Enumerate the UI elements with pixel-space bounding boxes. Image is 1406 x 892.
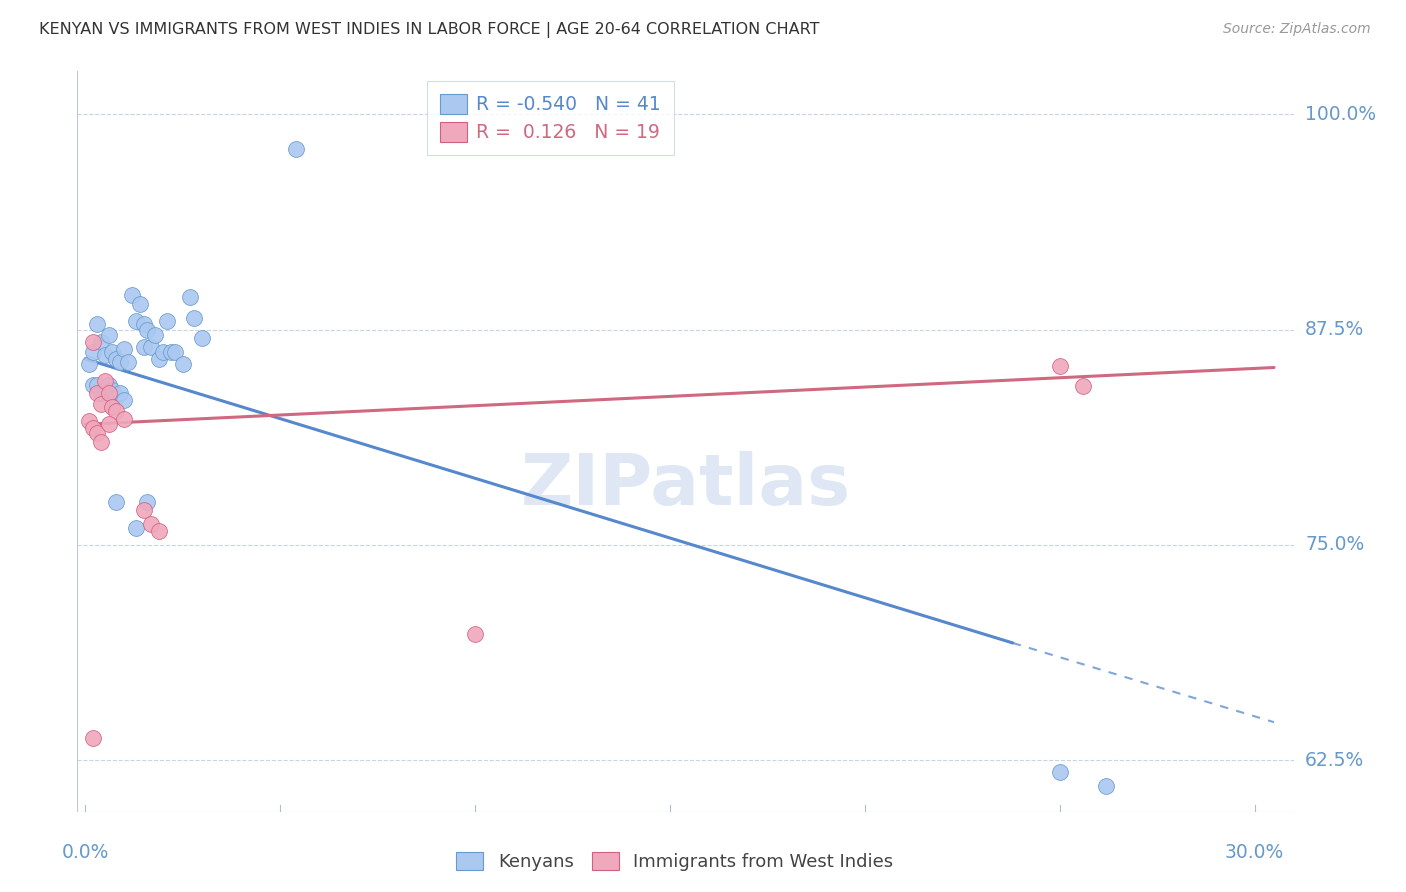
Point [136,495,159,509]
Point [105,495,128,509]
Point [86,425,108,440]
Point [86,318,108,332]
Point [143,327,166,342]
Text: 30.0%: 30.0% [1225,843,1284,862]
Text: 87.5%: 87.5% [1305,320,1364,339]
Point [101,345,124,359]
Point [90,334,112,349]
Text: KENYAN VS IMMIGRANTS FROM WEST INDIES IN LABOR FORCE | AGE 20-64 CORRELATION CHA: KENYAN VS IMMIGRANTS FROM WEST INDIES IN… [39,22,820,38]
Point [148,524,170,538]
Point [163,345,186,359]
Point [1049,359,1071,373]
Point [284,142,307,156]
Text: 0.0%: 0.0% [62,843,108,862]
Point [77,414,100,428]
Point [1049,765,1071,780]
Text: 75.0%: 75.0% [1305,535,1364,554]
Point [108,355,131,369]
Point [97,417,120,432]
Point [93,383,115,397]
Point [86,386,108,401]
Point [112,342,135,356]
Point [141,340,163,354]
Point [90,434,112,449]
Point [132,340,155,354]
Point [105,351,128,366]
Point [136,323,159,337]
Text: ZIPatlas: ZIPatlas [520,451,851,520]
Legend: R = -0.540   N = 41, R =  0.126   N = 19: R = -0.540 N = 41, R = 0.126 N = 19 [427,81,673,155]
Point [1095,779,1118,793]
Point [101,400,124,414]
Point [97,377,120,392]
Point [90,397,112,411]
Point [128,297,150,311]
Point [125,521,148,535]
Point [93,374,115,388]
Point [108,386,131,401]
Legend: Kenyans, Immigrants from West Indies: Kenyans, Immigrants from West Indies [449,845,901,879]
Point [82,421,104,435]
Point [132,318,155,332]
Point [172,357,194,371]
Point [1071,379,1094,393]
Point [82,345,104,359]
Point [148,351,170,366]
Text: 62.5%: 62.5% [1305,750,1364,770]
Point [125,314,148,328]
Point [77,357,100,371]
Text: 100.0%: 100.0% [1305,105,1376,124]
Point [93,348,115,362]
Point [105,390,128,404]
Point [117,355,139,369]
Point [156,314,179,328]
Point [121,288,143,302]
Point [97,386,120,401]
Point [132,503,155,517]
Text: Source: ZipAtlas.com: Source: ZipAtlas.com [1223,22,1371,37]
Point [82,731,104,745]
Point [152,345,174,359]
Point [160,345,183,359]
Point [112,412,135,426]
Point [82,377,104,392]
Point [97,327,120,342]
Point [179,290,201,304]
Point [82,334,104,349]
Point [101,383,124,397]
Point [105,403,128,417]
Point [90,386,112,401]
Point [183,310,205,325]
Point [141,517,163,532]
Point [464,627,486,641]
Point [86,377,108,392]
Point [191,331,214,345]
Point [112,393,135,408]
